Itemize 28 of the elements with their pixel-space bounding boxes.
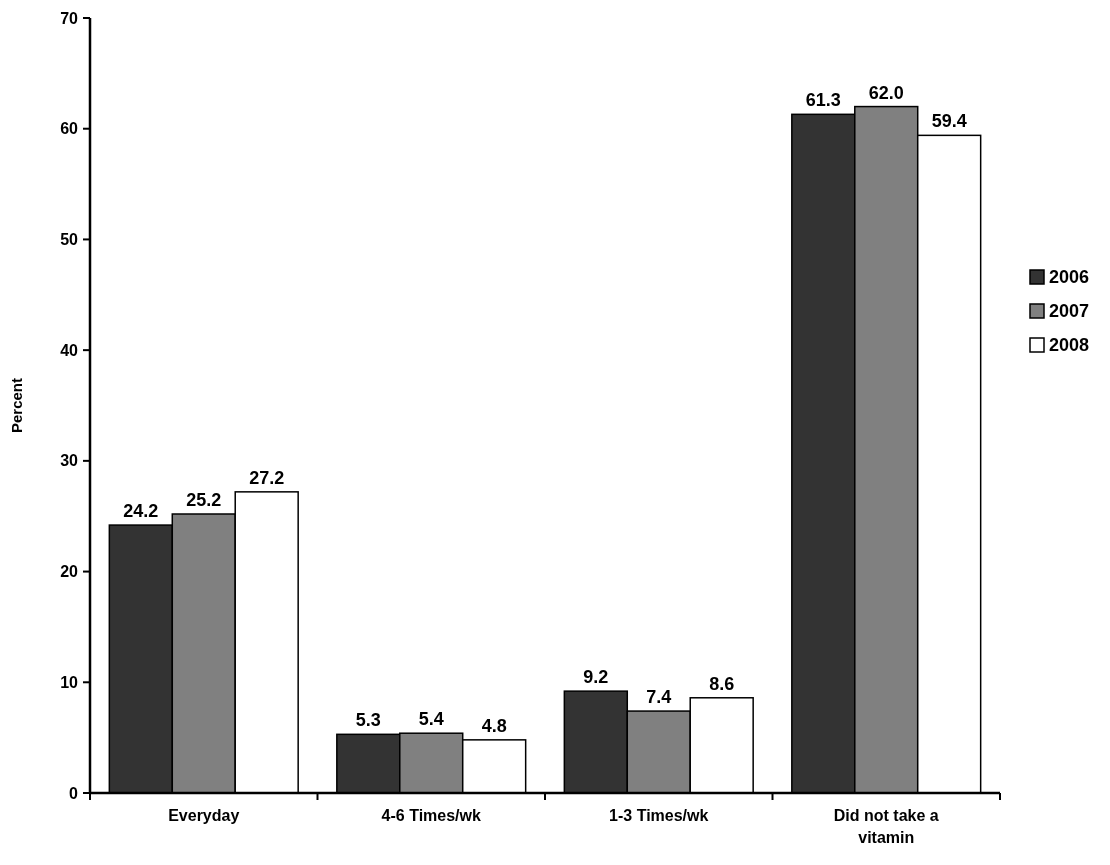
y-tick-label: 10 <box>60 673 79 691</box>
data-label: 5.3 <box>355 710 381 731</box>
y-axis-title: Percent <box>8 377 25 434</box>
data-label: 4.8 <box>481 715 507 736</box>
y-tick-label: 70 <box>60 9 79 27</box>
x-tick-label: Did not take a vitamin <box>833 807 939 846</box>
data-label: 27.2 <box>249 467 285 488</box>
legend-label: 2006 <box>1049 267 1090 288</box>
legend-label: 2008 <box>1049 335 1090 356</box>
legend-label: 2007 <box>1049 301 1090 322</box>
data-label: 59.4 <box>931 111 967 132</box>
x-tick-label: Everyday <box>168 807 240 824</box>
y-tick-label: 60 <box>60 120 79 138</box>
data-label: 9.2 <box>583 667 609 688</box>
data-label: 8.6 <box>709 673 735 694</box>
x-tick-label: 1-3 Times/wk <box>609 807 709 824</box>
data-label: 25.2 <box>186 490 222 510</box>
data-label: 5.4 <box>418 709 444 730</box>
data-label: 24.2 <box>123 501 159 522</box>
y-tick-label: 50 <box>60 231 79 249</box>
data-label: 7.4 <box>646 687 672 708</box>
y-tick-label: 20 <box>60 563 79 581</box>
y-tick-label: 0 <box>69 784 79 802</box>
y-tick-label: 30 <box>60 452 79 470</box>
data-label: 62.0 <box>868 82 904 103</box>
x-tick-label: 4-6 Times/wk <box>381 807 482 824</box>
y-tick-label: 40 <box>60 341 79 359</box>
data-label: 61.3 <box>805 90 841 111</box>
